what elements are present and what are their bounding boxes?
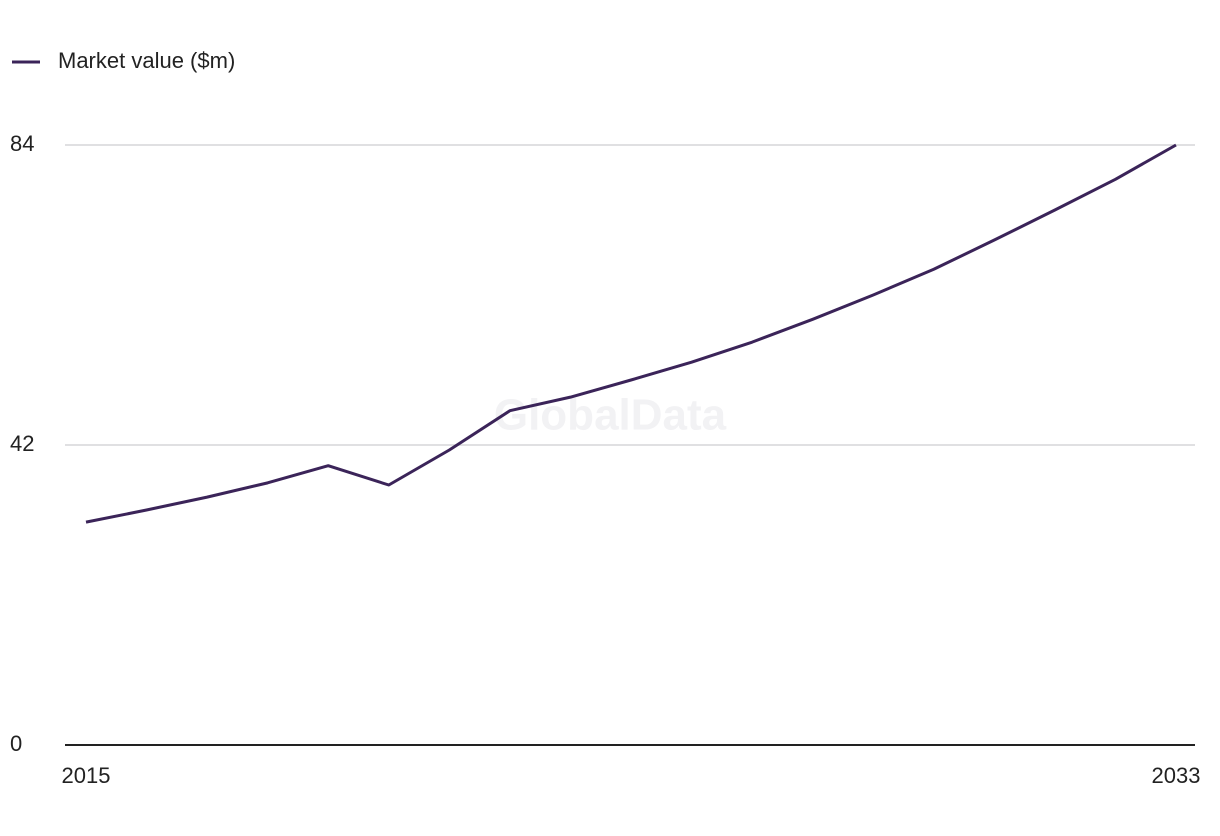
y-tick-label: 0 <box>10 731 22 756</box>
legend-label: Market value ($m) <box>58 48 235 73</box>
watermark: GlobalData <box>494 391 727 440</box>
x-tick-label: 2015 <box>62 763 111 788</box>
y-tick-label: 84 <box>10 131 34 156</box>
line <box>85 143 1177 524</box>
y-tick-label: 42 <box>10 431 34 456</box>
x-tick-label: 2033 <box>1152 763 1201 788</box>
